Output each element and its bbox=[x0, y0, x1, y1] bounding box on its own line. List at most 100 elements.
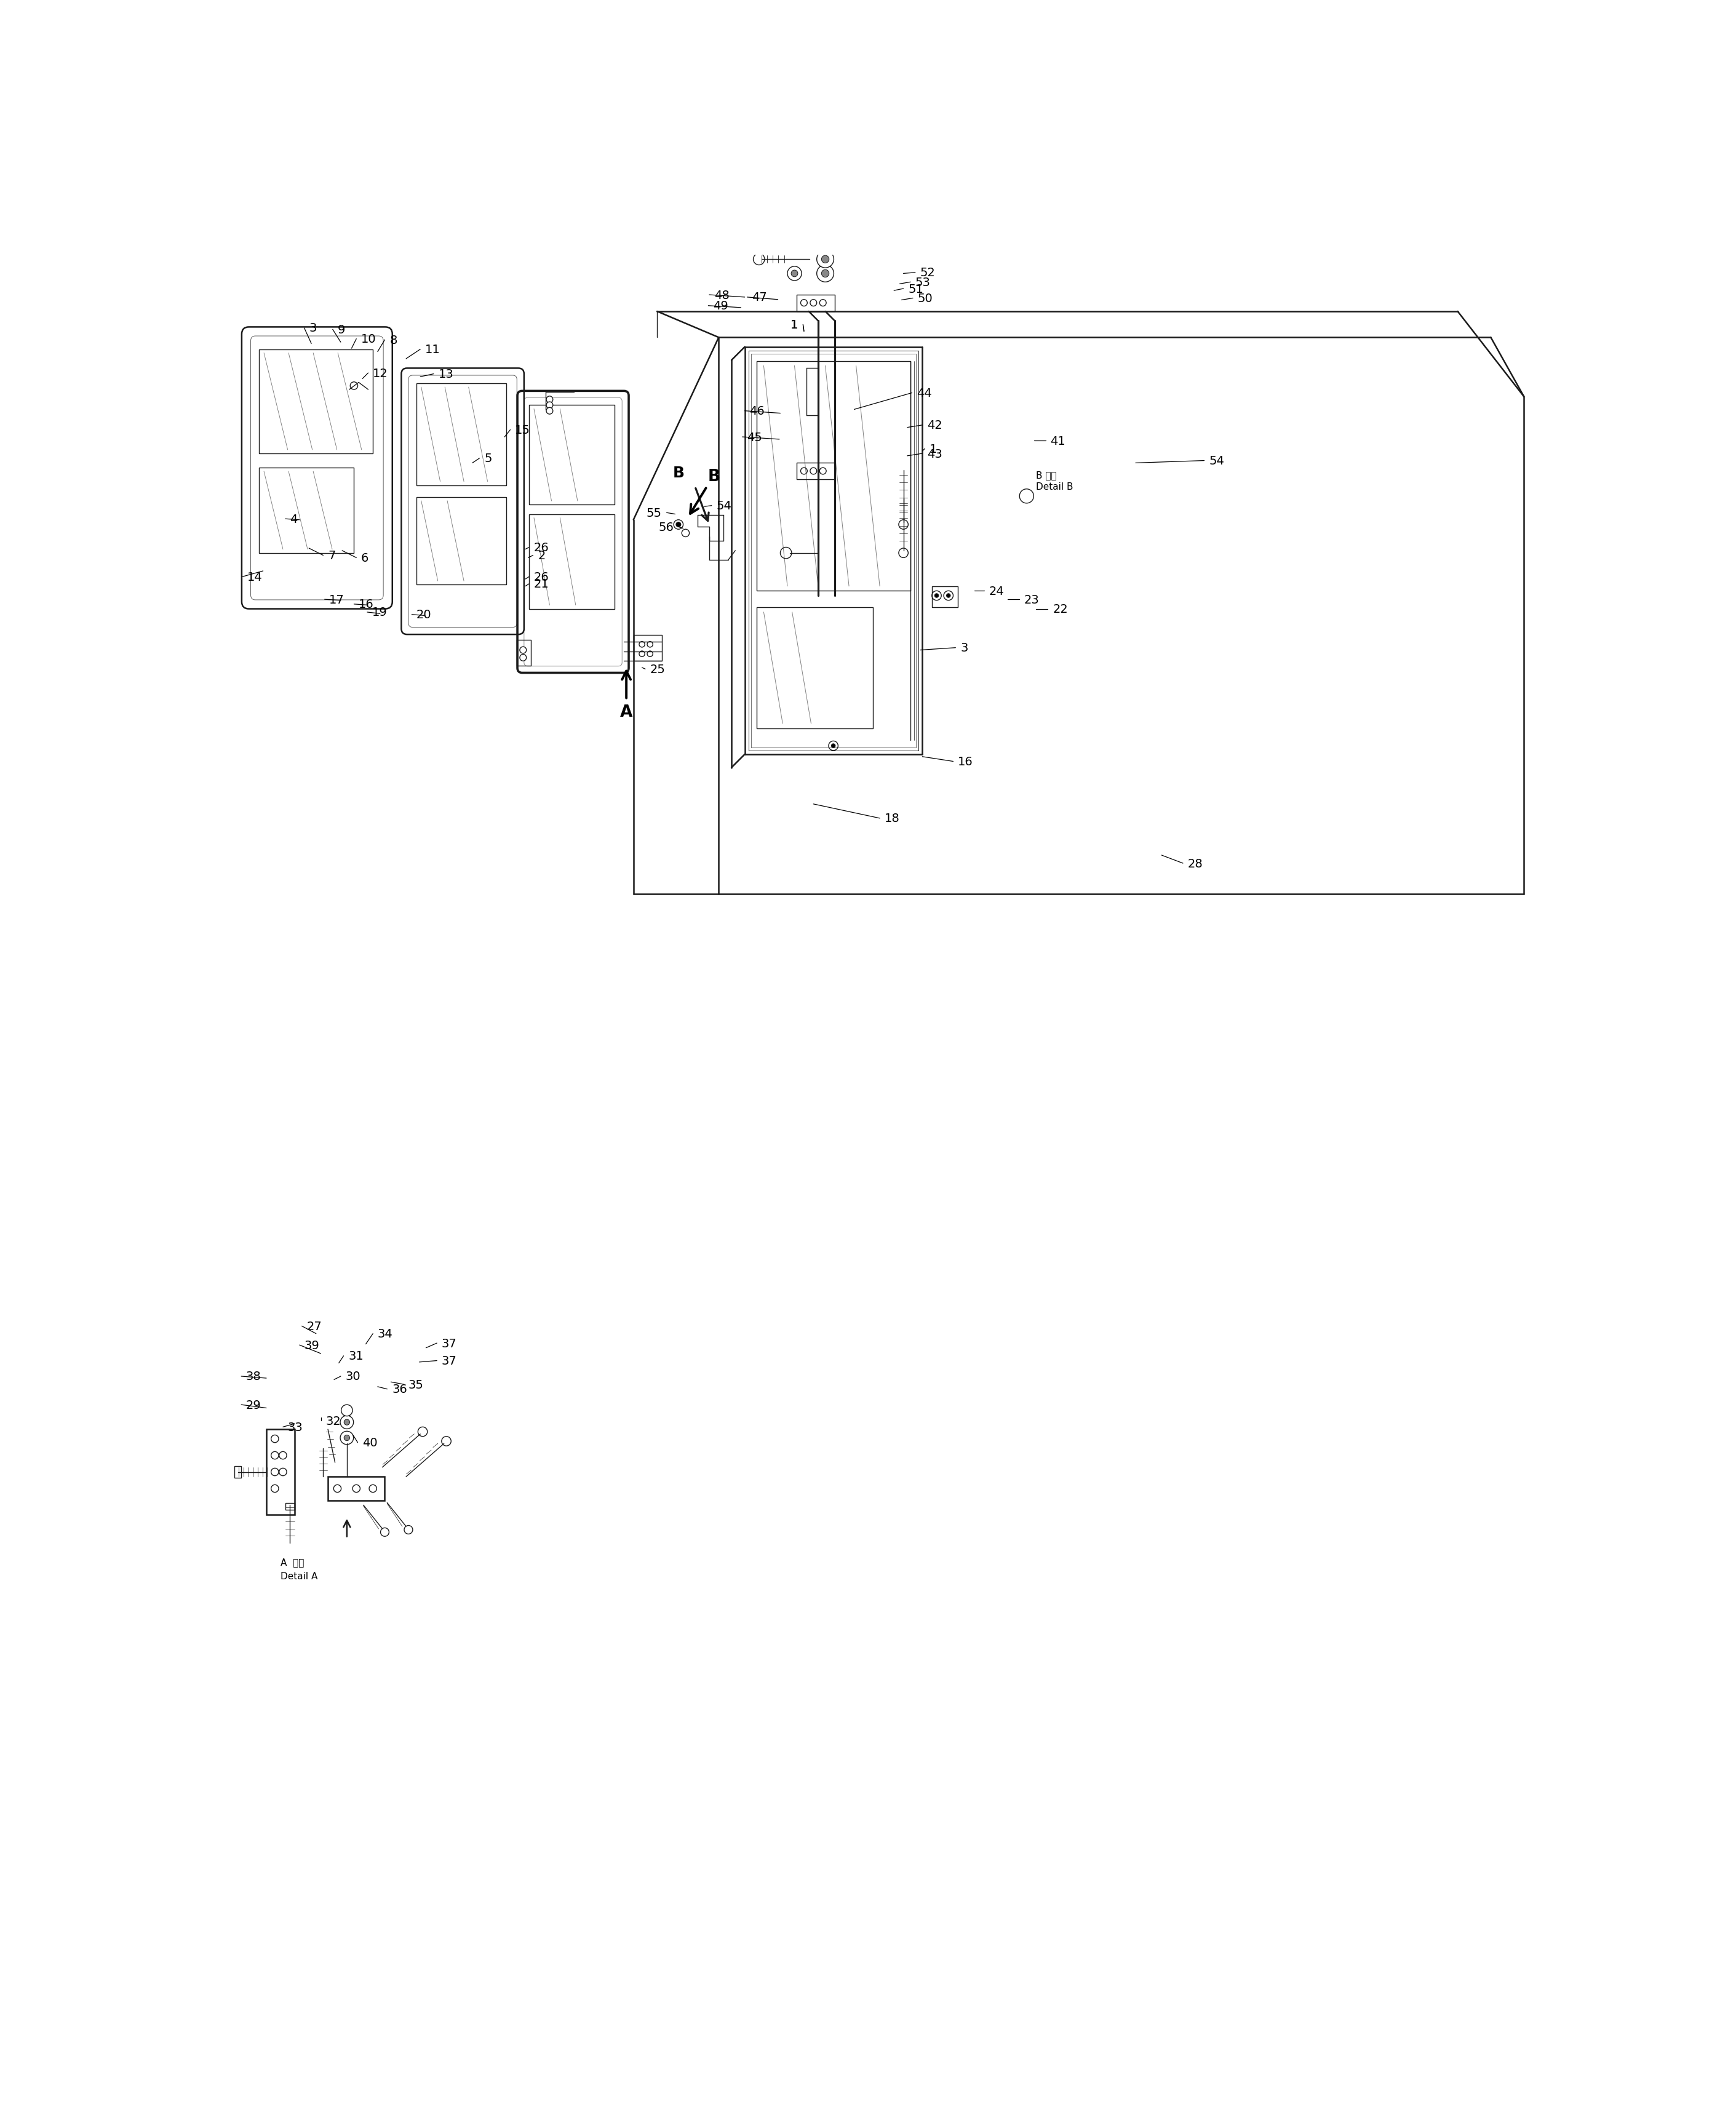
Circle shape bbox=[344, 1434, 349, 1441]
Bar bbox=[529, 514, 615, 610]
Text: 16: 16 bbox=[359, 599, 373, 610]
Circle shape bbox=[821, 242, 830, 249]
Text: 32: 32 bbox=[326, 1415, 340, 1426]
Text: 34: 34 bbox=[378, 1328, 392, 1339]
Circle shape bbox=[344, 1419, 349, 1426]
Text: 29: 29 bbox=[247, 1398, 260, 1411]
Bar bbox=[285, 1502, 295, 1511]
Circle shape bbox=[932, 591, 941, 601]
Circle shape bbox=[271, 1485, 279, 1492]
Circle shape bbox=[934, 595, 939, 597]
Text: B 詳細: B 詳細 bbox=[1036, 470, 1057, 480]
Circle shape bbox=[674, 521, 684, 529]
Text: 44: 44 bbox=[917, 387, 932, 399]
Text: 28: 28 bbox=[1187, 858, 1203, 869]
Text: 54: 54 bbox=[717, 499, 731, 512]
Circle shape bbox=[340, 1432, 354, 1445]
Text: 2: 2 bbox=[538, 550, 545, 561]
Text: 24: 24 bbox=[990, 584, 1003, 597]
Text: A  詳細: A 詳細 bbox=[281, 1558, 304, 1566]
Circle shape bbox=[800, 300, 807, 306]
Circle shape bbox=[547, 402, 552, 408]
Text: 41: 41 bbox=[1050, 436, 1066, 446]
Circle shape bbox=[811, 300, 816, 306]
Circle shape bbox=[648, 642, 653, 648]
Circle shape bbox=[519, 648, 526, 654]
Text: 10: 10 bbox=[361, 334, 377, 344]
Text: 18: 18 bbox=[884, 812, 899, 824]
Circle shape bbox=[380, 1528, 389, 1536]
Circle shape bbox=[821, 183, 830, 193]
Circle shape bbox=[271, 1468, 279, 1477]
Circle shape bbox=[639, 652, 644, 657]
Text: 26: 26 bbox=[535, 542, 549, 552]
Circle shape bbox=[899, 548, 908, 559]
Bar bbox=[932, 586, 958, 608]
Circle shape bbox=[639, 642, 644, 648]
Text: 53: 53 bbox=[915, 276, 930, 289]
Circle shape bbox=[404, 1526, 413, 1534]
Bar bbox=[757, 361, 911, 591]
Circle shape bbox=[333, 1485, 342, 1492]
Circle shape bbox=[800, 467, 807, 474]
Circle shape bbox=[946, 595, 950, 597]
Bar bbox=[757, 608, 873, 729]
Text: 16: 16 bbox=[958, 756, 974, 767]
Text: 39: 39 bbox=[304, 1339, 319, 1352]
Bar bbox=[417, 497, 507, 584]
Bar bbox=[745, 346, 922, 754]
Text: 47: 47 bbox=[752, 291, 767, 304]
Bar bbox=[797, 295, 835, 312]
Text: 27: 27 bbox=[307, 1320, 321, 1332]
Text: 3: 3 bbox=[309, 323, 316, 334]
Circle shape bbox=[821, 270, 830, 278]
Text: 36: 36 bbox=[392, 1383, 406, 1396]
Text: 23: 23 bbox=[1024, 593, 1040, 606]
Bar bbox=[259, 467, 354, 552]
Circle shape bbox=[370, 1485, 377, 1492]
Text: A: A bbox=[620, 703, 632, 720]
Circle shape bbox=[342, 1405, 352, 1415]
Circle shape bbox=[832, 744, 835, 748]
Bar bbox=[529, 406, 615, 506]
Circle shape bbox=[811, 467, 816, 474]
Circle shape bbox=[271, 1434, 279, 1443]
Text: B: B bbox=[708, 470, 720, 484]
Circle shape bbox=[675, 523, 681, 527]
Bar bbox=[259, 351, 373, 455]
Bar bbox=[634, 635, 661, 661]
Text: 25: 25 bbox=[649, 663, 665, 676]
Text: 3: 3 bbox=[960, 642, 969, 654]
Circle shape bbox=[418, 1428, 427, 1436]
Text: Detail A: Detail A bbox=[281, 1572, 318, 1581]
Text: 1: 1 bbox=[790, 319, 799, 332]
Circle shape bbox=[792, 270, 799, 276]
Text: 45: 45 bbox=[746, 431, 762, 444]
Circle shape bbox=[340, 1415, 354, 1428]
Text: 42: 42 bbox=[927, 419, 943, 431]
Circle shape bbox=[788, 268, 802, 280]
Text: 12: 12 bbox=[373, 368, 389, 378]
Text: 43: 43 bbox=[927, 448, 943, 459]
Text: 48: 48 bbox=[713, 289, 729, 302]
Text: 26: 26 bbox=[535, 572, 549, 582]
Circle shape bbox=[1019, 489, 1033, 504]
Text: 35: 35 bbox=[408, 1379, 424, 1390]
Bar bbox=[516, 640, 531, 665]
Text: 30: 30 bbox=[345, 1371, 361, 1381]
Text: 31: 31 bbox=[349, 1349, 363, 1362]
Circle shape bbox=[816, 251, 833, 268]
Text: 8: 8 bbox=[389, 334, 398, 346]
Text: 19: 19 bbox=[372, 608, 387, 618]
Text: 38: 38 bbox=[247, 1371, 260, 1381]
Text: B: B bbox=[672, 465, 684, 480]
Text: 37: 37 bbox=[441, 1337, 457, 1349]
Text: Detail B: Detail B bbox=[1036, 482, 1073, 491]
Text: 33: 33 bbox=[288, 1422, 302, 1432]
Circle shape bbox=[441, 1436, 451, 1447]
Circle shape bbox=[816, 238, 833, 255]
Circle shape bbox=[547, 408, 552, 414]
Text: 22: 22 bbox=[1052, 603, 1068, 614]
Bar bbox=[234, 1466, 241, 1477]
Text: 37: 37 bbox=[441, 1356, 457, 1366]
